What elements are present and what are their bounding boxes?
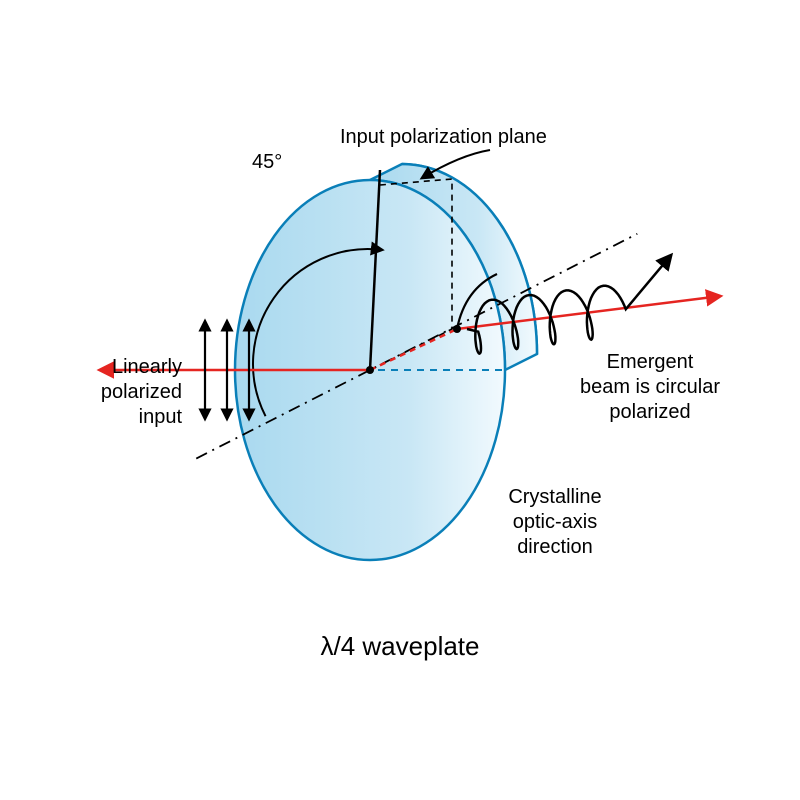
diagram-title: λ/4 waveplate xyxy=(0,630,800,663)
front-center-dot xyxy=(366,366,374,374)
label-angle: 45° xyxy=(252,150,282,175)
label-optic-axis: Crystalline optic-axis direction xyxy=(480,485,630,560)
label-input-beam: Linearly polarized input xyxy=(72,355,182,430)
label-output-beam: Emergent beam is circular polarized xyxy=(550,350,750,425)
label-input-plane: Input polarization plane xyxy=(340,125,620,150)
